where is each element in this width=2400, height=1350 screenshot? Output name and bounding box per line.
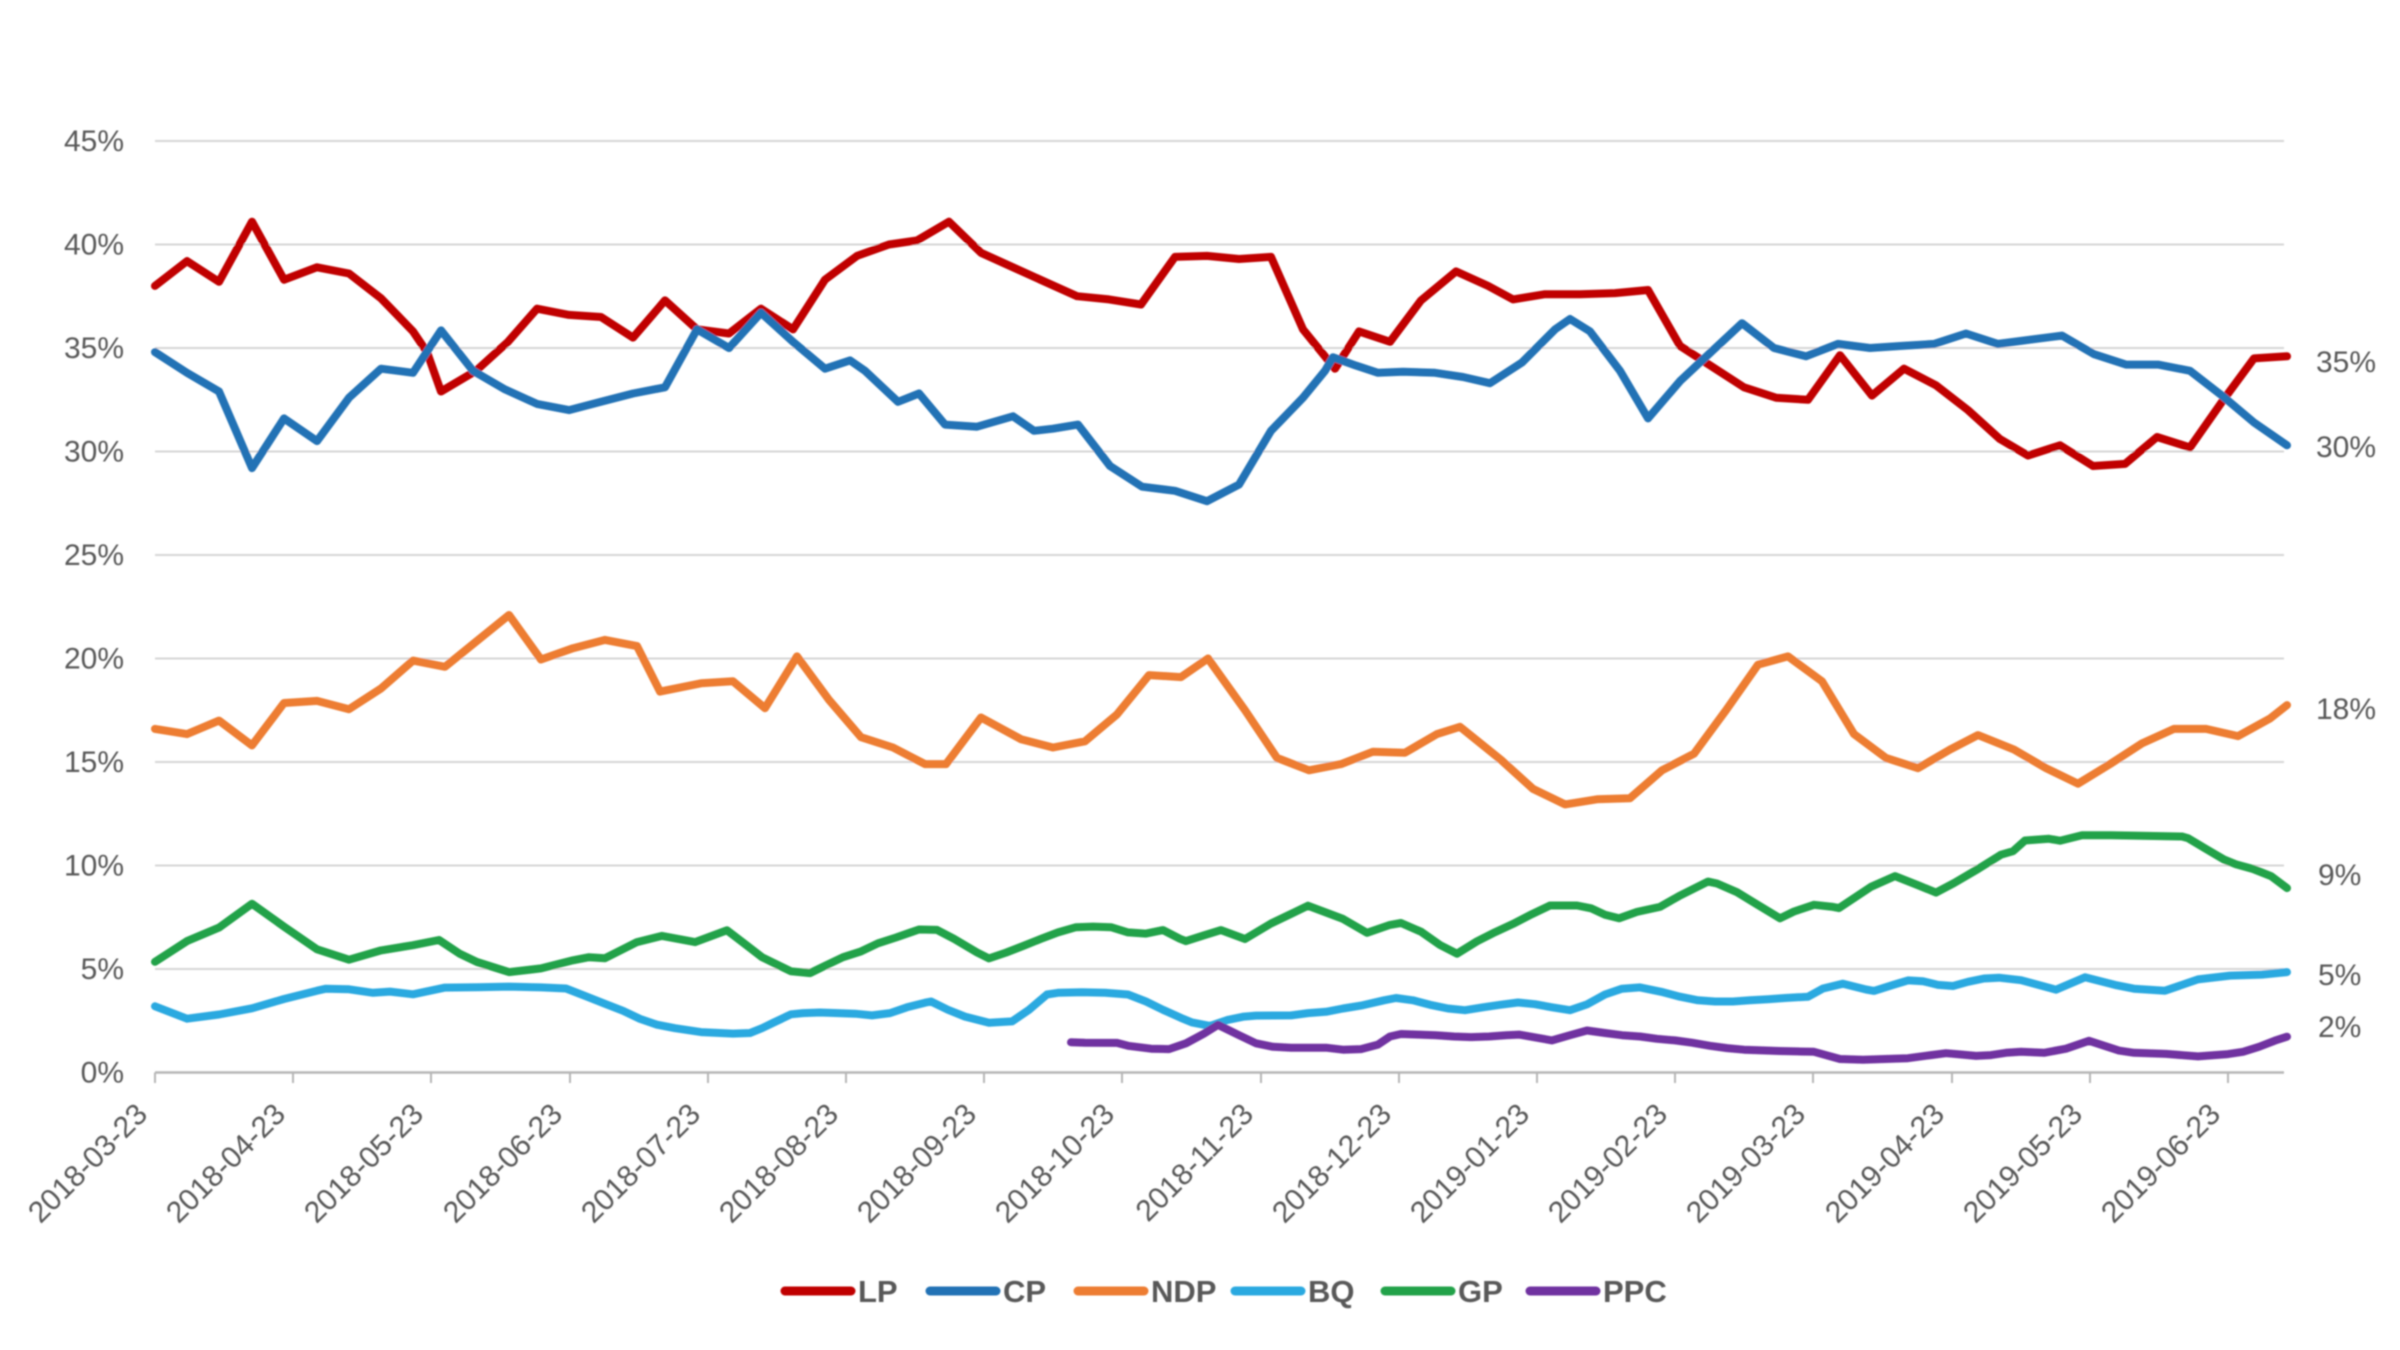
svg-text:PPC: PPC [1603, 1274, 1667, 1309]
svg-text:35%: 35% [64, 332, 124, 365]
svg-text:15%: 15% [64, 746, 124, 779]
svg-text:25%: 25% [64, 539, 124, 572]
svg-text:40%: 40% [64, 229, 124, 262]
svg-text:35%: 35% [2316, 346, 2376, 379]
svg-text:LP: LP [858, 1274, 898, 1309]
svg-text:10%: 10% [64, 850, 124, 883]
svg-text:18%: 18% [2316, 693, 2376, 726]
svg-text:BQ: BQ [1308, 1274, 1355, 1309]
svg-text:GP: GP [1458, 1274, 1503, 1309]
svg-text:20%: 20% [64, 643, 124, 676]
svg-text:NDP: NDP [1151, 1274, 1216, 1309]
svg-text:45%: 45% [64, 125, 124, 158]
svg-text:30%: 30% [2316, 431, 2376, 464]
svg-text:2%: 2% [2318, 1011, 2361, 1044]
svg-text:0%: 0% [81, 1057, 124, 1090]
svg-text:9%: 9% [2318, 859, 2361, 892]
svg-text:CP: CP [1003, 1274, 1046, 1309]
svg-text:5%: 5% [81, 953, 124, 986]
svg-text:30%: 30% [64, 436, 124, 469]
svg-text:5%: 5% [2318, 959, 2361, 992]
